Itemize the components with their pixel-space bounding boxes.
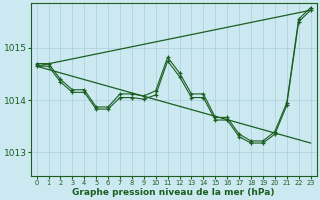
X-axis label: Graphe pression niveau de la mer (hPa): Graphe pression niveau de la mer (hPa) [72, 188, 275, 197]
